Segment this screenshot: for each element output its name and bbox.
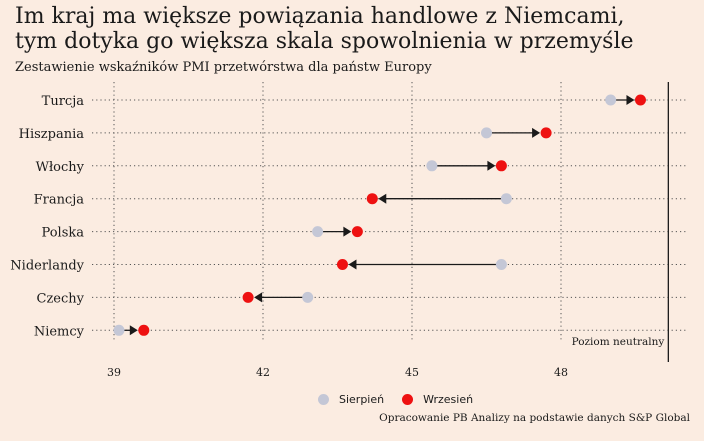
category-label: Polska — [41, 226, 84, 241]
legend-item-wrzesien: Wrzesień — [402, 393, 473, 406]
point-wrzesien — [366, 193, 378, 205]
point-sierpien — [302, 291, 314, 303]
point-wrzesien — [336, 259, 348, 270]
point-wrzesien — [634, 94, 646, 106]
neutral-reference-label: Poziom neutralny — [572, 336, 665, 348]
category-label: Francja — [34, 193, 85, 208]
source-note: Opracowanie PB Analizy na podstawie dany… — [379, 412, 690, 424]
point-sierpien — [481, 127, 492, 139]
category-label: Włochy — [36, 160, 85, 175]
point-wrzesien — [351, 226, 363, 238]
category-label: Czechy — [37, 291, 85, 306]
legend: Sierpień Wrzesień — [318, 393, 491, 406]
x-tick-label: 42 — [256, 366, 270, 379]
chart-subtitle: Zestawienie wskaźników PMI przetwórstwa … — [15, 60, 432, 75]
change-arrowhead — [254, 292, 263, 303]
category-label: Turcja — [42, 94, 85, 109]
x-tick-label: 39 — [107, 366, 121, 379]
point-sierpien — [495, 259, 507, 270]
change-arrowhead — [343, 226, 352, 237]
point-wrzesien — [540, 127, 552, 139]
legend-swatch-sierpien — [318, 394, 329, 405]
point-sierpien — [500, 193, 512, 205]
change-arrowhead — [348, 259, 357, 270]
point-wrzesien — [242, 291, 254, 303]
title-line-2: tym dotyka go większa skala spowolnienia… — [15, 29, 634, 54]
category-label: Niderlandy — [10, 259, 84, 274]
change-arrowhead — [378, 193, 387, 204]
change-arrowhead — [487, 160, 496, 171]
point-sierpien — [605, 94, 617, 106]
point-wrzesien — [495, 160, 507, 172]
change-arrowhead — [626, 95, 635, 105]
point-sierpien — [426, 160, 438, 172]
legend-item-sierpien: Sierpień — [318, 393, 384, 406]
point-wrzesien — [138, 324, 150, 336]
change-arrowhead — [129, 325, 138, 336]
chart-title: Im kraj ma większe powiązania handlowe z… — [15, 4, 695, 54]
legend-label-sierpien: Sierpień — [339, 393, 385, 406]
title-line-1: Im kraj ma większe powiązania handlowe z… — [15, 4, 625, 29]
legend-swatch-wrzesien — [402, 394, 414, 405]
x-tick-label: 45 — [405, 366, 419, 379]
legend-label-wrzesien: Wrzesień — [423, 393, 474, 406]
category-label: Hiszpania — [19, 127, 85, 142]
x-tick-label: 48 — [554, 366, 568, 379]
change-arrowhead — [532, 127, 541, 138]
point-sierpien — [312, 226, 324, 238]
point-sierpien — [113, 324, 125, 336]
category-label: Niemcy — [34, 324, 85, 339]
